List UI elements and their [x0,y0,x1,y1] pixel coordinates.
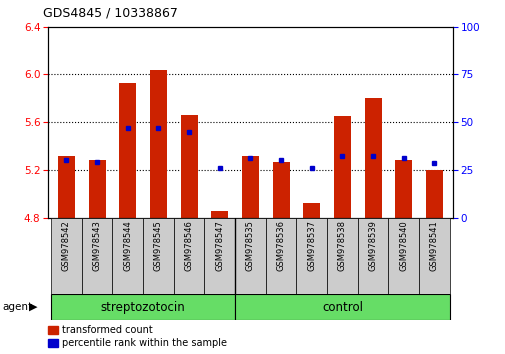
Bar [88,160,106,218]
Legend: transformed count, percentile rank within the sample: transformed count, percentile rank withi… [48,325,227,348]
Bar [82,218,112,294]
Text: agent: agent [3,302,33,312]
Text: GSM978539: GSM978539 [368,220,377,271]
Text: GSM978547: GSM978547 [215,220,224,271]
Text: ▶: ▶ [29,302,38,312]
Bar [204,218,235,294]
Bar [241,156,259,218]
Text: GSM978543: GSM978543 [92,220,102,271]
Bar [51,218,82,294]
Text: control: control [321,301,362,314]
Text: streptozotocin: streptozotocin [100,301,185,314]
Bar [327,218,357,294]
Bar [333,116,350,218]
Bar [119,83,136,218]
Bar [143,218,173,294]
Bar [173,218,204,294]
Text: GSM978544: GSM978544 [123,220,132,271]
Text: GSM978538: GSM978538 [337,220,346,271]
Text: GDS4845 / 10338867: GDS4845 / 10338867 [43,6,178,19]
Text: GSM978541: GSM978541 [429,220,438,271]
Text: GSM978545: GSM978545 [154,220,163,271]
Bar [265,218,296,294]
Bar [357,218,388,294]
Text: GSM978536: GSM978536 [276,220,285,271]
Bar [303,203,320,218]
Text: GSM978542: GSM978542 [62,220,71,271]
Bar [58,156,75,218]
Bar [112,218,143,294]
Bar [364,98,381,218]
Text: GSM978535: GSM978535 [245,220,255,271]
Bar [235,294,449,320]
Text: GSM978537: GSM978537 [307,220,316,271]
Bar [425,170,442,218]
Bar [388,218,418,294]
Text: GSM978546: GSM978546 [184,220,193,271]
Bar [394,160,412,218]
Bar [51,294,235,320]
Bar [235,218,265,294]
Bar [418,218,449,294]
Text: GSM978540: GSM978540 [398,220,408,271]
Bar [296,218,327,294]
Bar [211,211,228,218]
Bar [272,161,289,218]
Bar [150,70,167,218]
Bar [180,115,197,218]
